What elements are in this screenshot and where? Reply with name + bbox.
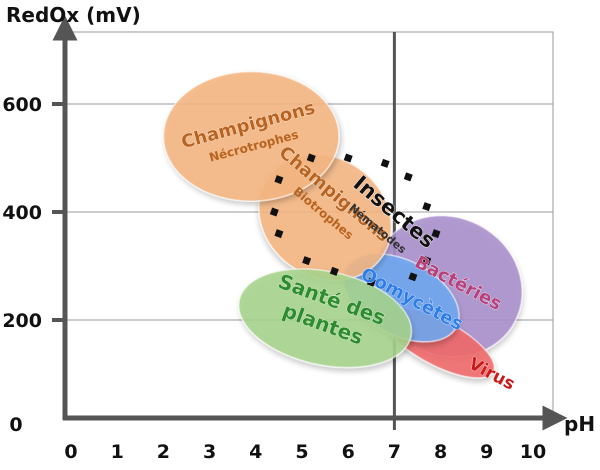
x-tick-label: 10 [520, 441, 546, 463]
regions-layer [162, 70, 523, 379]
insect-marker-point [366, 277, 376, 287]
axes [52, 15, 568, 431]
insect-marker-point [269, 207, 279, 217]
insect-marker-point [274, 175, 284, 185]
insect-marker-point [422, 256, 432, 266]
y-tick-label: 600 [2, 94, 42, 116]
y-tick-label: 400 [2, 202, 42, 224]
x-tick-label: 7 [388, 441, 401, 463]
insect-marker-point [408, 272, 418, 282]
insect-marker-point [306, 153, 316, 163]
insect-marker-point [343, 153, 353, 163]
insect-marker-point [302, 256, 312, 266]
x-tick-label: 1 [111, 441, 124, 463]
insect-marker-point [431, 229, 441, 239]
y-tick-label: 0 [9, 414, 22, 436]
y-tick-label: 200 [2, 310, 42, 332]
x-tick-label: 2 [157, 441, 170, 463]
x-tick-label: 9 [480, 441, 493, 463]
insect-marker-point [422, 202, 432, 212]
x-tick-label: 4 [249, 441, 262, 463]
tick-labels-layer: 0 1 2 3 4 5 6 7 8 9 10 0 200 400 600 [2, 94, 546, 463]
region-champignons-4 [162, 70, 340, 202]
x-axis-label: pH [564, 412, 595, 436]
insect-marker-point [403, 172, 413, 182]
x-tick-label: 0 [64, 441, 77, 463]
y-axis-label: RedOx (mV) [6, 3, 141, 27]
insect-marker-point [380, 158, 390, 168]
x-tick-label: 8 [434, 441, 447, 463]
x-tick-label: 6 [342, 441, 355, 463]
insect-marker-point [329, 266, 339, 276]
insect-markers-layer [269, 153, 441, 287]
x-tick-label: 5 [295, 441, 308, 463]
insect-marker-point [274, 229, 284, 239]
x-tick-label: 3 [203, 441, 216, 463]
